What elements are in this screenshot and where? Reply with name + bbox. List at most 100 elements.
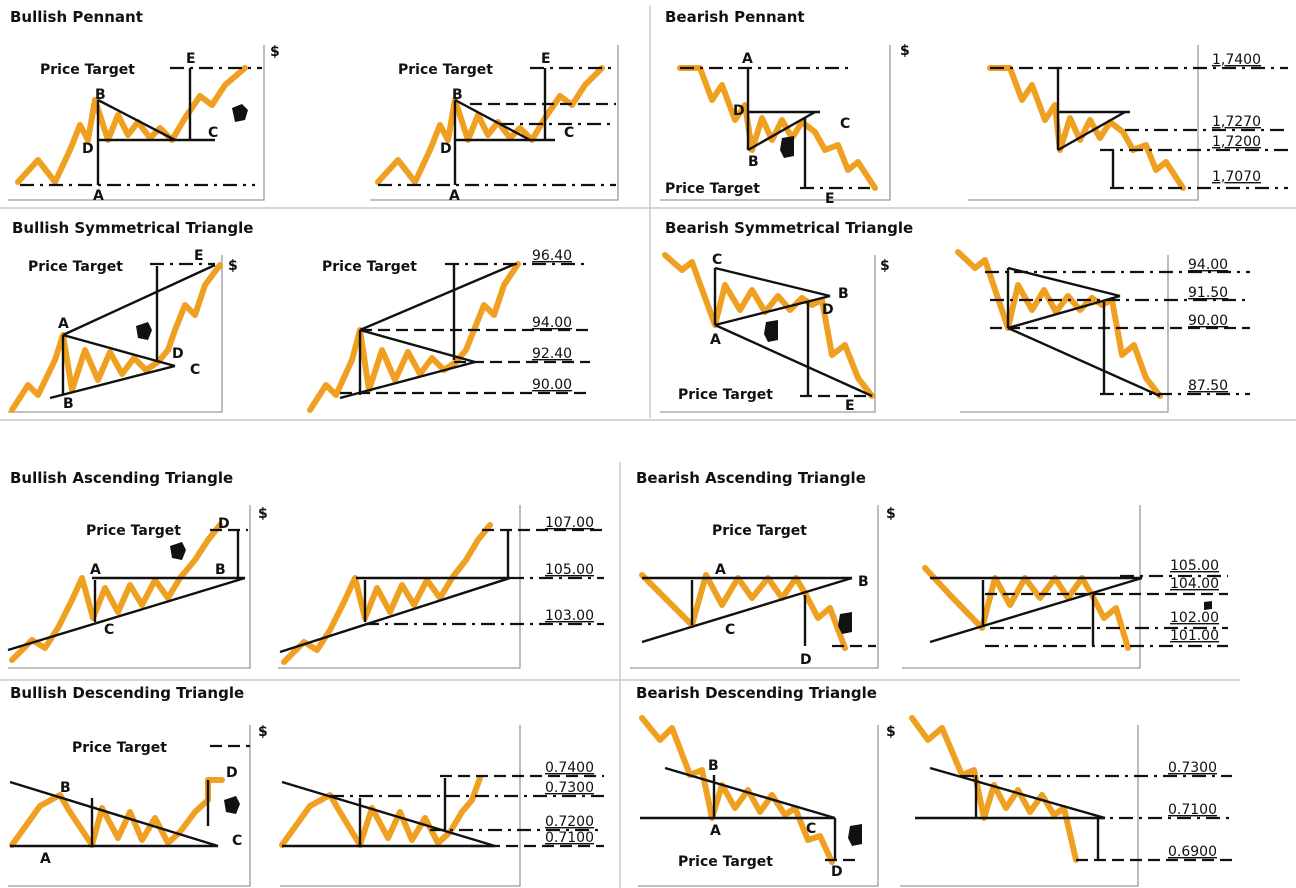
axis-frame <box>8 725 251 887</box>
axis-frame <box>8 255 223 413</box>
point-label: C <box>104 622 114 638</box>
pattern-line <box>929 576 1143 644</box>
dollar-axis-label: $ <box>228 258 238 274</box>
point-label: D <box>800 652 812 668</box>
price-target-label: Price Target <box>712 523 807 539</box>
price-target-label: Price Target <box>322 259 417 275</box>
price-level-label: 94.00 <box>1188 257 1228 273</box>
price-level-label: 92.40 <box>532 346 572 362</box>
bullish-descending-diagram-2: 0.7400 0.7300 0.7200 0.7100 <box>279 725 604 887</box>
heading-bullish-ascending-triangle: Bullish Ascending Triangle <box>10 469 233 487</box>
price-target-label: Price Target <box>665 181 760 197</box>
price-level-label: 102.00 <box>1170 610 1219 626</box>
heading-bearish-symmetrical-triangle: Bearish Symmetrical Triangle <box>665 219 913 237</box>
price-line <box>9 262 223 413</box>
point-label: C <box>712 252 722 268</box>
bullish-ascending-diagram-1: Price Target D $ A B C <box>7 505 268 669</box>
price-line <box>922 565 1131 651</box>
pointing-hand-icon <box>136 322 152 340</box>
pointing-hand-icon <box>780 136 794 158</box>
pointing-hand-icon <box>838 612 852 634</box>
point-label: C <box>208 125 218 141</box>
point-label: D <box>82 141 94 157</box>
axis-frame <box>660 255 876 413</box>
pattern-line <box>281 780 496 848</box>
dollar-axis-label: $ <box>270 44 280 60</box>
pointing-hand-icon <box>170 542 186 560</box>
point-label: A <box>90 562 101 578</box>
pattern-line <box>1057 110 1126 152</box>
axis-frame <box>902 505 1141 669</box>
pattern-line <box>664 766 836 820</box>
point-label: C <box>806 821 816 837</box>
price-level-label: 90.00 <box>1188 313 1228 329</box>
point-label: A <box>715 562 726 578</box>
pattern-line <box>359 328 476 364</box>
price-line <box>307 261 521 413</box>
point-label: E <box>825 191 835 207</box>
point-label: A <box>710 823 721 839</box>
price-level-label: 91.50 <box>1188 285 1228 301</box>
price-level-label: 1,7400 <box>1212 52 1261 68</box>
axis-frame <box>660 45 891 201</box>
pattern-line <box>9 780 219 848</box>
bearish-symmetrical-diagram-1: C B D A Price Target E $ <box>660 252 890 414</box>
point-label: B <box>708 758 719 774</box>
pattern-line <box>97 98 176 142</box>
price-level-label: 104.00 <box>1170 576 1219 592</box>
price-target-label: Price Target <box>28 259 123 275</box>
point-label: C <box>564 125 574 141</box>
pattern-line <box>279 576 511 654</box>
axis-frame <box>968 45 1199 201</box>
pattern-line <box>7 576 246 652</box>
point-label: E <box>186 51 196 67</box>
price-line <box>639 572 848 651</box>
price-level-label: 103.00 <box>545 608 594 624</box>
point-label: C <box>725 622 735 638</box>
dollar-axis-label: $ <box>900 43 910 59</box>
point-label: D <box>822 302 834 318</box>
price-level-label: 1,7070 <box>1212 169 1261 185</box>
point-label: B <box>95 87 106 103</box>
point-label: A <box>742 51 753 67</box>
price-line <box>677 65 878 191</box>
axis-frame <box>278 505 521 669</box>
dollar-axis-label: $ <box>886 724 896 740</box>
pattern-line <box>1007 326 1161 398</box>
point-label: D <box>831 864 843 880</box>
point-label: B <box>215 562 226 578</box>
point-label: B <box>858 574 869 590</box>
heading-bullish-descending-triangle: Bullish Descending Triangle <box>10 684 244 702</box>
price-target-label: Price Target <box>72 740 167 756</box>
pattern-line <box>1007 294 1121 330</box>
price-level-label: 1,7200 <box>1212 134 1261 150</box>
bullish-ascending-diagram-2: 107.00 105.00 103.00 <box>278 505 604 669</box>
heading-bearish-pennant: Bearish Pennant <box>665 8 805 26</box>
dollar-axis-label: $ <box>880 258 890 274</box>
pattern-line <box>454 98 531 142</box>
price-level-label: 0.6900 <box>1168 844 1217 860</box>
bullish-symmetrical-diagram-2: Price Target 96.40 94.00 92.40 90.00 <box>307 248 590 413</box>
axis-frame <box>280 725 521 887</box>
pattern-line <box>714 323 873 398</box>
pattern-line <box>359 262 516 332</box>
point-label: B <box>748 154 759 170</box>
point-label: B <box>63 396 74 412</box>
bullish-pennant-diagram-1: Price Target E B C D A $ <box>8 44 280 204</box>
price-level-label: 1,7270 <box>1212 114 1261 130</box>
point-label: A <box>449 188 460 204</box>
heading-bearish-ascending-triangle: Bearish Ascending Triangle <box>636 469 866 487</box>
price-level-label: 105.00 <box>545 562 594 578</box>
bearish-descending-diagram-2: 0.7300 0.7100 0.6900 <box>900 715 1232 887</box>
price-level-label: 94.00 <box>532 315 572 331</box>
point-label: E <box>541 51 551 67</box>
pattern-line <box>62 263 216 337</box>
point-label: E <box>845 398 855 414</box>
point-label: C <box>232 833 242 849</box>
price-level-label: 0.7400 <box>545 760 594 776</box>
pattern-line <box>62 333 176 368</box>
pattern-line <box>714 294 831 327</box>
pointing-hand-icon <box>764 320 778 342</box>
